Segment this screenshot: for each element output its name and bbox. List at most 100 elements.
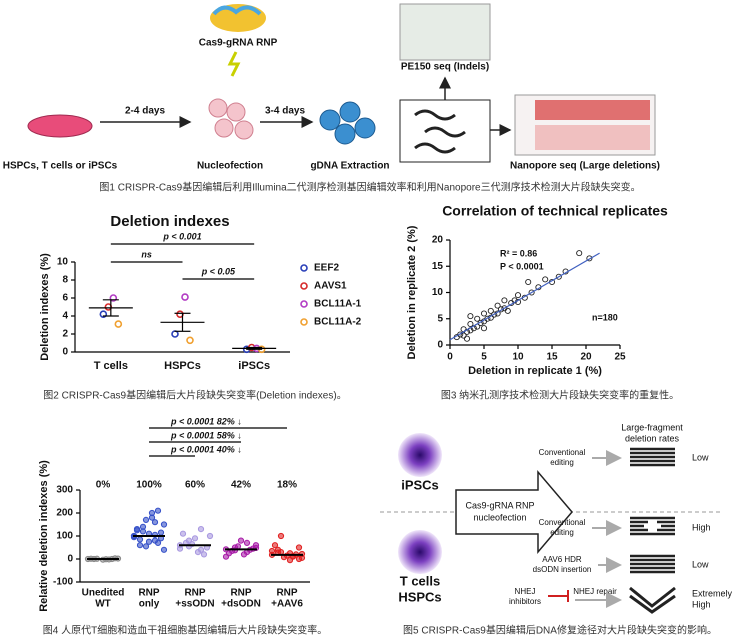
y-tick-label: 0 <box>62 347 68 358</box>
cell <box>354 117 376 139</box>
y-axis-label: Deletion indexes (%) <box>39 253 51 361</box>
legend-marker <box>300 282 308 290</box>
point <box>200 551 208 558</box>
x-tick-label: +AAV6 <box>271 599 303 610</box>
step-label: 2-4 days <box>125 106 165 117</box>
point <box>194 549 202 556</box>
point <box>463 335 471 342</box>
y-tick-label: 8 <box>62 275 68 286</box>
row-label: editing <box>550 458 574 467</box>
rnp-label: Cas9-gRNA RNP <box>465 500 534 510</box>
rnp-label: nucleofection <box>473 512 526 522</box>
y-tick-label: 200 <box>56 508 73 519</box>
comparison: p < 0.001 <box>162 231 201 241</box>
coverage <box>535 125 650 150</box>
point <box>286 557 294 564</box>
y-tick-label: 300 <box>56 485 73 496</box>
legend-marker <box>300 300 308 308</box>
header: deletion rates <box>625 433 680 443</box>
point <box>181 293 189 301</box>
y-tick-label: 5 <box>437 313 443 324</box>
legend-marker <box>300 264 308 272</box>
cells-label: HSPCs, T cells or iPSCs <box>3 161 118 172</box>
hspcs-label: HSPCs <box>398 589 441 604</box>
point <box>525 278 532 286</box>
point <box>268 547 276 555</box>
x-tick-label: 10 <box>512 352 524 363</box>
y-axis-label: Relative deletion indexes (%) <box>38 460 50 612</box>
x-tick-label: +dsODN <box>221 599 261 610</box>
tcells-label: T cells <box>400 573 440 588</box>
caption: 图1 CRISPR-Cas9基因编辑后利用Illumina二代测序检测基因编辑效… <box>99 181 640 194</box>
ipsc-label: iPSCs <box>401 477 439 492</box>
point <box>139 523 147 530</box>
point <box>186 336 194 345</box>
point <box>504 307 511 314</box>
y-tick-label: 20 <box>432 235 444 246</box>
chart-title: Deletion indexes <box>110 213 229 230</box>
point <box>542 276 549 283</box>
point <box>114 320 123 328</box>
row-label: NHEJ <box>515 587 536 596</box>
point <box>271 542 279 549</box>
extraction-label: gDNA Extraction <box>310 161 389 172</box>
coverage <box>535 100 650 120</box>
point <box>487 307 494 314</box>
annotation: n=180 <box>592 312 618 322</box>
legend-marker <box>300 318 308 326</box>
cell-icon <box>398 433 442 477</box>
row-label: Conventional <box>539 448 586 457</box>
point <box>480 325 488 332</box>
x-tick-label: +ssODN <box>175 599 214 610</box>
dna-lines <box>630 447 675 467</box>
point <box>142 516 150 524</box>
x-tick-label: RNP <box>276 588 297 599</box>
x-tick-label: 0 <box>447 352 453 363</box>
rate: Extremely <box>692 588 733 598</box>
point <box>145 538 153 545</box>
point <box>514 292 522 299</box>
caption: 图2 CRISPR-Cas9基因编辑后大片段缺失突变率(Deletion ind… <box>43 389 346 402</box>
rate: Low <box>692 452 709 462</box>
point <box>237 537 245 544</box>
cell <box>234 120 254 140</box>
point <box>277 532 285 540</box>
y-tick-label: 15 <box>432 261 444 272</box>
comparison: p < 0.0001 82% ↓ <box>170 416 242 426</box>
value-label: 60% <box>185 480 205 491</box>
point <box>457 331 464 338</box>
x-tick-label: RNP <box>184 588 205 599</box>
point <box>197 526 205 533</box>
point <box>480 310 488 317</box>
row-label: AAV6 HDR <box>542 555 582 564</box>
point <box>240 551 248 558</box>
x-tick-label: 5 <box>481 352 487 363</box>
comparison: p < 0.0001 40% ↓ <box>170 444 242 454</box>
point <box>555 273 562 280</box>
cell <box>214 118 234 138</box>
point <box>467 313 474 320</box>
rate: Low <box>692 559 709 569</box>
comparison: p < 0.05 <box>201 266 236 276</box>
cell <box>226 102 246 122</box>
cell <box>208 98 228 118</box>
y-tick-label: 0 <box>67 554 73 565</box>
dish <box>27 114 93 138</box>
legend-label: BCL11A-1 <box>314 299 362 310</box>
point <box>491 311 498 318</box>
x-tick-label: only <box>139 599 160 610</box>
point <box>157 529 165 536</box>
bolt <box>227 51 241 77</box>
nucleofection-label: Nucleofection <box>197 161 263 172</box>
header: Large-fragment <box>621 422 683 432</box>
rate: High <box>692 599 711 609</box>
point <box>460 332 467 339</box>
caption: 图4 人原代T细胞和造血干祖细胞基因编辑后大片段缺失突变率。 <box>43 624 327 637</box>
x-tick-label: 20 <box>580 352 592 363</box>
cell <box>339 101 361 123</box>
row-label: Conventional <box>539 518 586 527</box>
value-label: 42% <box>231 480 251 491</box>
rnp-label: Cas9-gRNA RNP <box>199 38 278 49</box>
value-label: 0% <box>96 480 111 491</box>
point <box>467 320 474 328</box>
